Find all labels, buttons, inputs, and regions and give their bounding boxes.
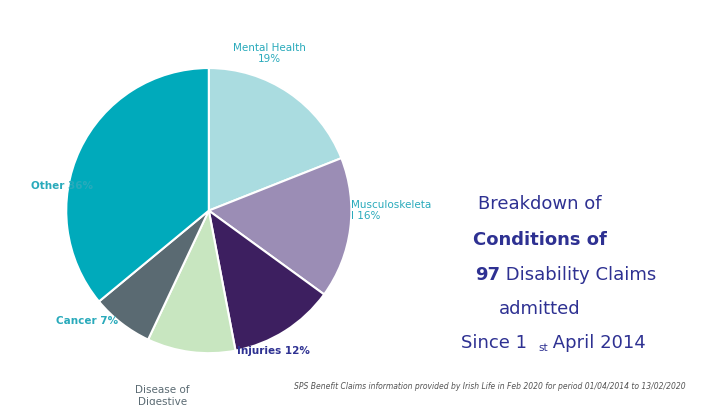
Text: Mental Health
19%: Mental Health 19% bbox=[233, 43, 306, 64]
Text: Disability Claims: Disability Claims bbox=[500, 266, 657, 284]
Text: Injuries 12%: Injuries 12% bbox=[236, 346, 310, 356]
Text: Jan 2014 –  Feb 2020: Jan 2014 – Feb 2020 bbox=[401, 128, 675, 152]
Text: st: st bbox=[539, 343, 548, 353]
Wedge shape bbox=[148, 211, 235, 353]
Wedge shape bbox=[99, 211, 209, 339]
Text: Since 1: Since 1 bbox=[461, 334, 527, 352]
Text: Disease of
Digestive
System 10%: Disease of Digestive System 10% bbox=[130, 385, 195, 405]
Text: Conditions of: Conditions of bbox=[473, 231, 607, 249]
Text: 97: 97 bbox=[475, 266, 500, 284]
Wedge shape bbox=[209, 68, 341, 211]
Text: April 2014: April 2014 bbox=[547, 334, 646, 352]
Text: admitted: admitted bbox=[499, 301, 581, 318]
Text: Breakdown of: Breakdown of bbox=[478, 195, 602, 213]
Text: Musculoskeleta
l 16%: Musculoskeleta l 16% bbox=[351, 200, 431, 222]
Text: NUI Galway SPS Claims: NUI Galway SPS Claims bbox=[384, 56, 692, 80]
Wedge shape bbox=[209, 158, 351, 294]
Wedge shape bbox=[66, 68, 209, 301]
Text: SPS Benefit Claims information provided by Irish Life in Feb 2020 for period 01/: SPS Benefit Claims information provided … bbox=[294, 382, 685, 391]
Text: Cancer 7%: Cancer 7% bbox=[55, 316, 117, 326]
Text: Other 36%: Other 36% bbox=[31, 181, 93, 191]
Wedge shape bbox=[209, 211, 324, 351]
